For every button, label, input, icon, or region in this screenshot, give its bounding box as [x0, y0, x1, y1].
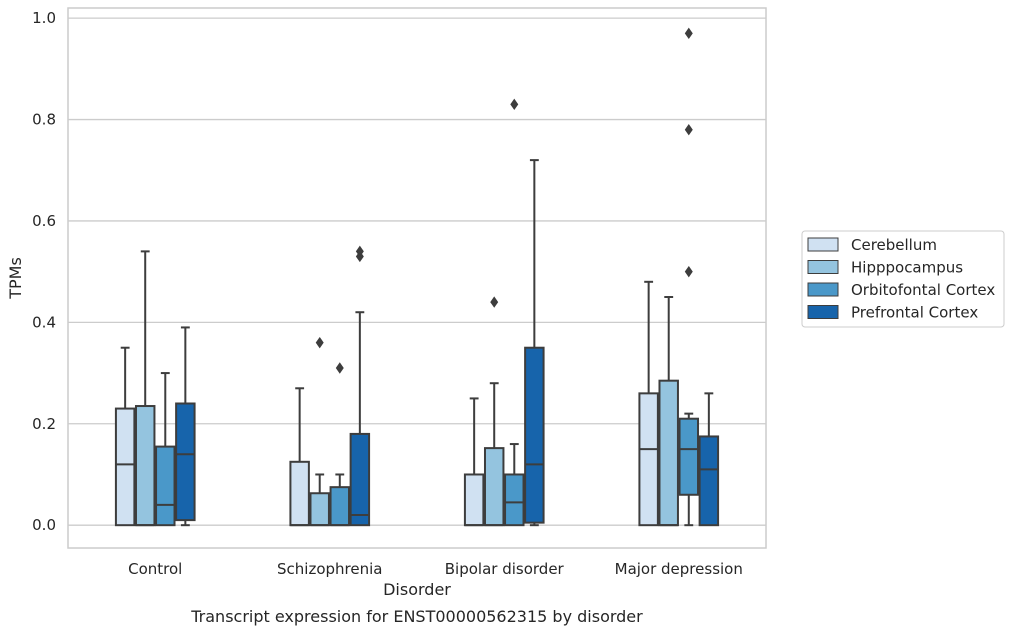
- y-tick-label: 0.2: [32, 415, 56, 433]
- box-groups: [114, 27, 720, 527]
- outlier-point: [315, 336, 324, 349]
- box-body: [638, 392, 659, 527]
- category-group: [289, 245, 371, 527]
- box: [504, 98, 525, 527]
- plot-area-frame: [67, 7, 767, 549]
- box-body: [134, 405, 156, 527]
- box: [114, 346, 136, 527]
- legend-item: Cerebellum: [807, 236, 937, 254]
- box-body: [175, 402, 196, 522]
- legend-label: Prefrontal Cortex: [851, 304, 978, 322]
- box: [698, 392, 720, 527]
- box: [483, 296, 505, 527]
- x-tick-label: Control: [128, 560, 182, 578]
- outlier-point: [490, 296, 499, 308]
- category-group: [463, 98, 545, 527]
- box-body: [504, 473, 525, 527]
- box: [309, 336, 330, 527]
- legend-swatch: [807, 305, 839, 319]
- legend-label: Cerebellum: [851, 236, 937, 254]
- box: [658, 296, 679, 527]
- box-body: [155, 445, 176, 527]
- x-tick-label: Bipolar disorder: [445, 560, 565, 578]
- box: [638, 280, 659, 527]
- category-group: [114, 250, 196, 527]
- box: [349, 245, 371, 527]
- box-body: [349, 432, 371, 527]
- box: [155, 372, 176, 527]
- x-tick-label: Schizophrenia: [277, 560, 382, 578]
- box: [289, 387, 310, 527]
- legend-swatch: [807, 260, 839, 274]
- chart-caption: Transcript expression for ENST0000056231…: [190, 607, 643, 626]
- y-tick-label: 0.6: [32, 212, 56, 230]
- box-body: [698, 435, 720, 527]
- outlier-point: [355, 245, 364, 258]
- outlier-point: [335, 362, 344, 374]
- x-axis-label: Disorder: [383, 580, 451, 599]
- box-body: [289, 460, 310, 527]
- y-tick-label: 1.0: [32, 9, 56, 27]
- legend-swatch: [807, 282, 839, 297]
- box: [134, 250, 156, 527]
- box-body: [463, 473, 485, 527]
- box: [175, 326, 196, 527]
- y-tick-label: 0.0: [32, 516, 56, 534]
- x-axis-ticks: Control Schizophrenia Bipolar disorder Majo…: [128, 560, 743, 578]
- y-axis-label: TPMs: [6, 257, 25, 300]
- box-body: [658, 379, 679, 527]
- legend-item: Orbitofontal Cortex: [807, 281, 995, 299]
- box-body: [678, 417, 700, 496]
- box: [678, 27, 700, 527]
- box: [524, 159, 545, 527]
- category-group: [638, 27, 720, 527]
- x-tick-label: Major depression: [615, 560, 743, 578]
- box: [463, 397, 485, 527]
- box-body: [309, 492, 330, 527]
- box-body: [114, 407, 136, 527]
- y-tick-label: 0.4: [32, 313, 56, 331]
- legend-item: Prefrontal Cortex: [807, 304, 978, 322]
- y-axis-ticks: 0.0 0.2 0.4 0.6 0.8 1.0: [32, 9, 56, 534]
- box-body: [524, 346, 545, 524]
- legend-label: Orbitofontal Cortex: [851, 281, 995, 299]
- outlier-point: [684, 265, 693, 278]
- legend-frame: [801, 230, 1005, 328]
- outlier-point: [510, 98, 519, 111]
- outlier-point: [684, 123, 693, 136]
- outlier-point: [684, 27, 693, 40]
- box: [329, 362, 351, 527]
- legend: Cerebellum Hipppocampus Orbitofontal Corte…: [801, 230, 1005, 328]
- box-body: [329, 486, 351, 527]
- y-tick-label: 0.8: [32, 111, 56, 129]
- legend-label: Hipppocampus: [851, 259, 963, 277]
- box-body: [483, 447, 505, 527]
- legend-item: Hipppocampus: [807, 259, 963, 277]
- legend-swatch: [807, 237, 839, 252]
